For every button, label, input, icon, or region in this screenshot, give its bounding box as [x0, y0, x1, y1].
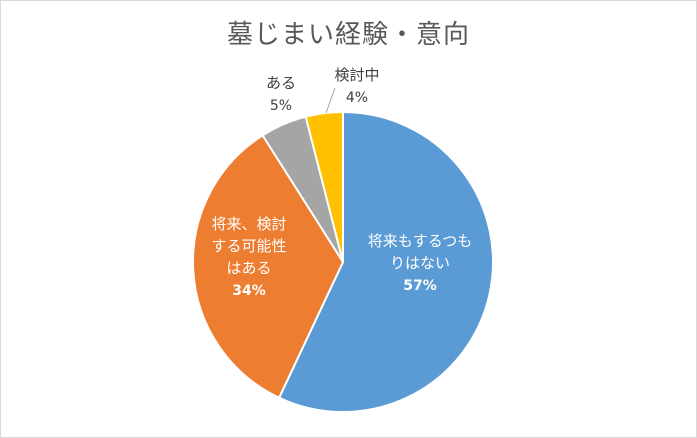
slice-label-text: 将来、検討 [211, 215, 286, 233]
leader-lines [325, 87, 336, 114]
slice-label-2: ある 5% [266, 74, 296, 114]
slice-value-label: 4% [346, 90, 368, 106]
leader-line-3 [325, 87, 336, 114]
slice-label-3: 検討中 4% [334, 66, 379, 106]
slice-value-label: 57% [403, 278, 437, 294]
slice-label-text: 検討中 [334, 66, 379, 84]
pie-slice-0 [278, 111, 494, 413]
slice-value-label: 34% [232, 283, 266, 299]
pie-slice-3 [304, 111, 344, 263]
pie-slice-1 [192, 134, 344, 399]
slice-label-text: ある [266, 74, 296, 92]
pie-slices [192, 111, 494, 413]
slice-label-text: はある [226, 259, 271, 277]
chart-title: 墓じまい経験・意向 [226, 20, 470, 50]
slice-value-label: 5% [270, 98, 292, 114]
slice-label-text: 将来もするつも [368, 232, 472, 250]
slice-label-text: りはない [390, 254, 450, 272]
slice-label-text: する可能性 [211, 237, 286, 255]
